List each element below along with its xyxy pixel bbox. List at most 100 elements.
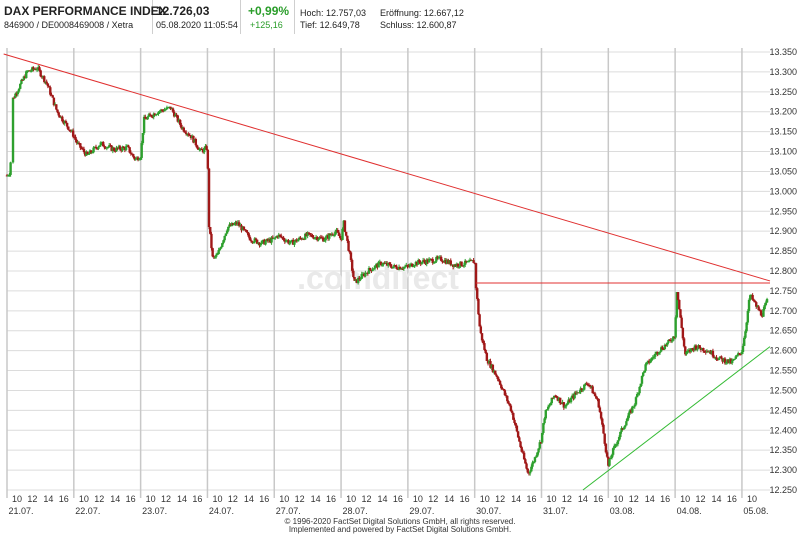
candle-body	[14, 93, 17, 98]
candle-body	[74, 136, 77, 140]
candle-body	[685, 351, 688, 355]
candle-body	[213, 256, 217, 258]
candle-body	[406, 265, 409, 267]
candle-body	[551, 397, 555, 399]
candle-body	[178, 120, 182, 125]
candle-body	[753, 300, 757, 303]
x-hour-label: 16	[460, 494, 470, 504]
candle-body	[88, 150, 92, 154]
candle-body	[457, 266, 461, 268]
candle-body	[700, 348, 704, 350]
candle-body	[555, 396, 558, 398]
candle-body	[276, 236, 279, 238]
candle-body	[468, 259, 472, 262]
candle-body	[619, 431, 622, 438]
candle-body	[442, 261, 445, 263]
candle-body	[296, 239, 300, 242]
candle-body	[470, 259, 473, 261]
candle-body	[464, 260, 467, 265]
x-date-label: 24.07.	[209, 506, 234, 514]
candle-body	[456, 263, 460, 267]
x-hour-label: 16	[593, 494, 603, 504]
candle-body	[187, 133, 190, 136]
candle-body	[726, 359, 729, 363]
candle-body	[715, 357, 718, 359]
candle-body	[587, 384, 591, 386]
candle-body	[126, 145, 129, 147]
candle-body	[389, 264, 392, 267]
candle-body	[372, 268, 376, 270]
y-tick-label: 13.000	[769, 186, 797, 196]
candle-body	[199, 148, 202, 150]
candle-body	[272, 237, 276, 239]
x-hour-label: 12	[295, 494, 305, 504]
candle-body	[495, 374, 498, 377]
candle-body	[55, 104, 58, 110]
x-hour-label: 12	[161, 494, 171, 504]
candle-body	[237, 222, 241, 226]
candle-body	[431, 259, 434, 264]
candle-body	[604, 443, 608, 453]
x-hour-label: 10	[212, 494, 222, 504]
candle-body	[170, 108, 173, 110]
close-value: Schluss: 12.600,87	[380, 20, 457, 30]
candle-body	[661, 347, 664, 350]
candle-body	[550, 397, 553, 404]
candle-body	[33, 69, 36, 71]
candle-body	[396, 268, 400, 270]
candle-body	[110, 145, 113, 151]
candle-body	[241, 226, 244, 231]
candle-body	[34, 69, 38, 71]
candle-body	[45, 81, 48, 84]
candle-body	[485, 353, 489, 361]
candle-body	[402, 266, 406, 269]
candle-body	[13, 97, 16, 99]
candle-body	[566, 403, 569, 405]
candle-body	[421, 260, 425, 263]
candle-body	[328, 233, 331, 239]
candle-body	[130, 153, 134, 155]
candle-body	[204, 146, 207, 149]
candle-body	[243, 229, 247, 231]
candle-body	[215, 254, 218, 257]
candle-body	[645, 362, 648, 365]
candle-body	[68, 129, 71, 131]
candle-body	[164, 109, 167, 111]
candle-body	[85, 151, 88, 156]
candle-body	[344, 231, 348, 236]
candle-body	[611, 448, 615, 455]
candle-body	[319, 237, 323, 239]
candle-body	[714, 357, 717, 359]
candle-body	[397, 266, 401, 270]
candle-body	[229, 224, 232, 226]
chart-area[interactable]: .comdirect 12.250 12.300 12.350 12.400 12.45…	[0, 34, 800, 516]
x-hour-label: 14	[244, 494, 254, 504]
y-tick-label: 12.850	[769, 246, 797, 256]
candle-body	[484, 349, 487, 354]
candle-body	[25, 71, 28, 79]
trendlines	[3, 53, 771, 491]
candle-body	[203, 148, 206, 153]
candle-body	[718, 356, 722, 359]
candle-body	[480, 333, 484, 341]
candle-body	[425, 259, 428, 265]
candle-body	[477, 298, 480, 315]
resistance-trendline	[3, 53, 771, 282]
candle-body	[530, 466, 533, 472]
candle-body	[654, 353, 657, 357]
candle-body	[132, 154, 135, 157]
candle-body	[601, 418, 604, 425]
candle-body	[195, 145, 199, 148]
candle-body	[73, 136, 76, 138]
candle-body	[323, 240, 326, 242]
x-hour-label: 12	[428, 494, 438, 504]
candle-body	[354, 279, 357, 281]
candle-body	[498, 380, 502, 385]
candle-body	[644, 364, 647, 371]
candle-body	[471, 260, 474, 262]
candle-body	[277, 234, 280, 238]
candle-body	[583, 384, 586, 390]
candle-body	[638, 386, 641, 394]
candle-body	[482, 340, 485, 344]
price-chart[interactable]: .comdirect 12.25012.30012.35012.40012.45…	[0, 34, 800, 516]
